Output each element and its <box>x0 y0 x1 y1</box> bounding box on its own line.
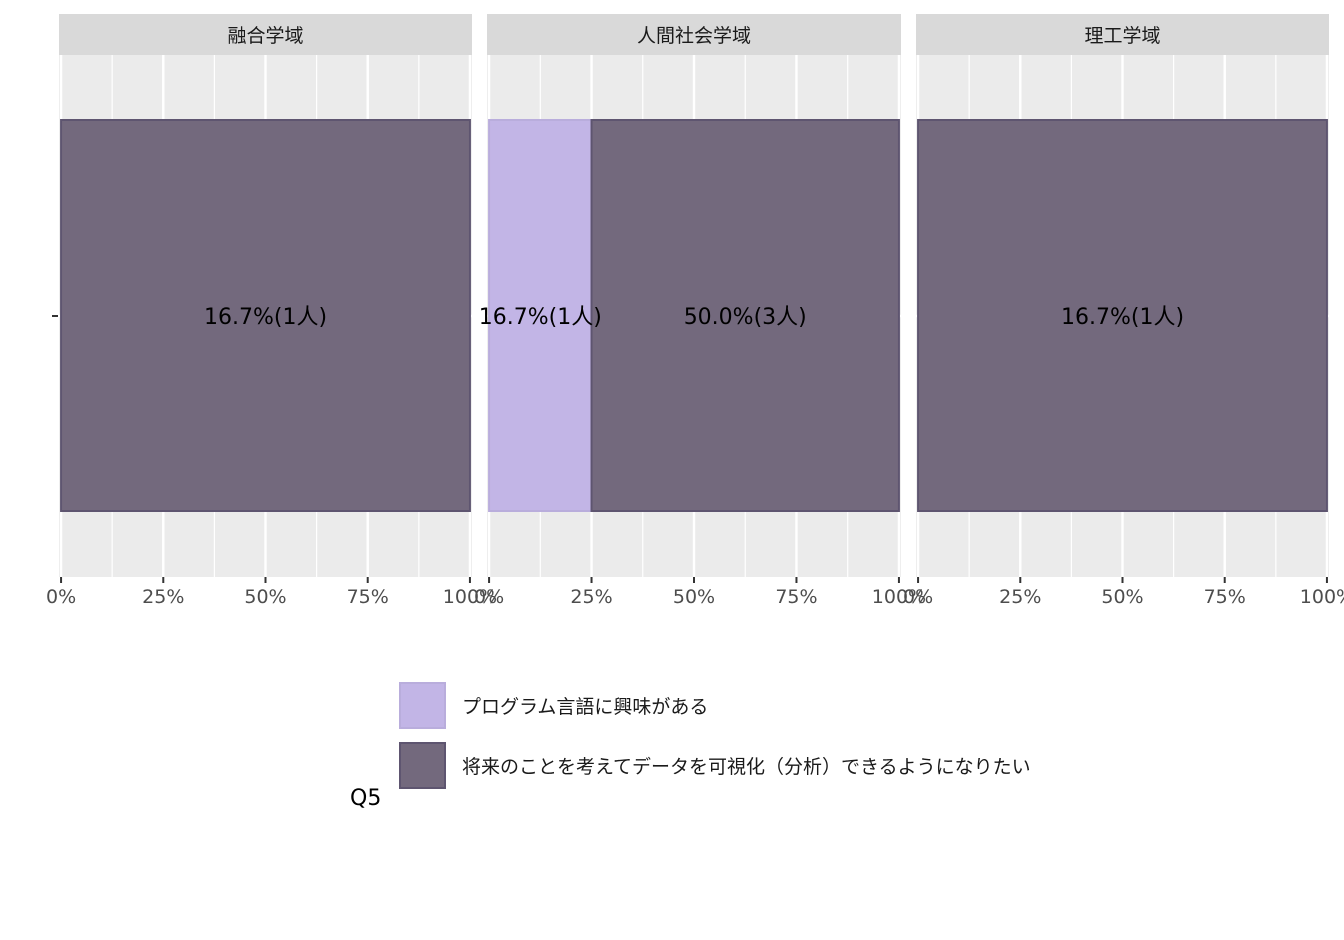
facet-strip-label-1: 人間社会学域 <box>637 25 751 47</box>
bar-segment-0-0 <box>60 119 471 512</box>
facet-strip-2 <box>916 14 1329 55</box>
x-tick-label: 100% <box>1300 586 1344 608</box>
facet-strip-1 <box>487 14 901 55</box>
legend-key-series-1 <box>399 742 446 789</box>
legend-title: Q5 <box>350 786 381 811</box>
x-tick-label: 0% <box>903 586 933 608</box>
x-tick-label: 0% <box>474 586 504 608</box>
facet-strip-label-2: 理工学域 <box>1084 25 1160 47</box>
bar-segment-1-0 <box>488 119 593 512</box>
x-tick-label: 25% <box>570 586 612 608</box>
facet-panels: 融合学域 16.7%(1人) 0% 25% 50% 75% 100% 人間社会学域 16.7%(… <box>46 14 1344 608</box>
facet-strip-label-0: 融合学域 <box>227 25 303 47</box>
bar-label-2-0: 16.7%(1人) <box>1061 305 1184 330</box>
bar-segment-1-1 <box>590 119 900 512</box>
bar-segment-2-0 <box>917 119 1328 512</box>
x-tick-label: 75% <box>775 586 817 608</box>
bar-label-0-0: 16.7%(1人) <box>204 305 327 330</box>
legend-label-series-1: 将来のことを考えてデータを可視化（分析）できるようになりたい <box>462 756 1031 778</box>
legend-key-series-0 <box>399 682 446 729</box>
bar-label-1-0: 16.7%(1人) <box>479 305 602 330</box>
facet-strip-0 <box>59 14 472 55</box>
bar-label-1-1: 50.0%(3人) <box>684 305 807 330</box>
x-tick-label: 50% <box>244 586 286 608</box>
x-tick-label: 50% <box>1101 586 1143 608</box>
x-tick-label: 25% <box>142 586 184 608</box>
x-tick-label: 0% <box>46 586 76 608</box>
x-tick-label: 75% <box>1204 586 1246 608</box>
x-tick-label: 100% <box>443 586 497 608</box>
x-tick-label: 50% <box>673 586 715 608</box>
x-tick-label: 100% <box>872 586 926 608</box>
x-tick-label: 75% <box>347 586 389 608</box>
legend-label-series-0: プログラム言語に興味がある <box>462 696 708 718</box>
x-tick-label: 25% <box>999 586 1041 608</box>
legend: Q5 プログラム言語に興味がある 将来のことを考えてデータを可視化（分析）できる… <box>350 682 1031 811</box>
